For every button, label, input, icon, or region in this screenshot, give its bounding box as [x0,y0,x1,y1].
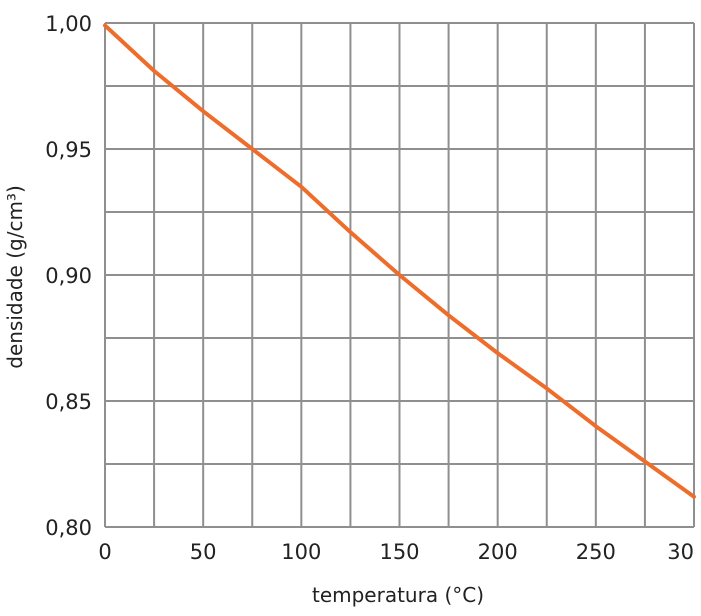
x-tick-label: 150 [379,540,419,564]
y-tick-labels: 0,80 0,85 0,90 0,95 1,00 [45,12,92,540]
x-tick-label: 50 [190,540,217,564]
y-tick-label: 1,00 [45,12,92,36]
series-line-density [103,23,696,499]
y-axis-label: densidade (g/cm³) [3,185,27,369]
x-tick-labels: 0 50 100 150 200 250 30 [98,540,694,564]
y-tick-label: 0,80 [45,516,92,540]
x-tick-label: 200 [478,540,518,564]
y-tick-label: 0,90 [45,264,92,288]
x-axis-label: temperatura (°C) [312,583,484,607]
x-tick-label: 30 [667,540,694,564]
series-group [103,23,696,499]
x-tick-label: 100 [281,540,321,564]
x-tick-label: 0 [98,540,111,564]
y-tick-label: 0,95 [45,138,92,162]
x-tick-label: 250 [576,540,616,564]
y-tick-label: 0,85 [45,390,92,414]
